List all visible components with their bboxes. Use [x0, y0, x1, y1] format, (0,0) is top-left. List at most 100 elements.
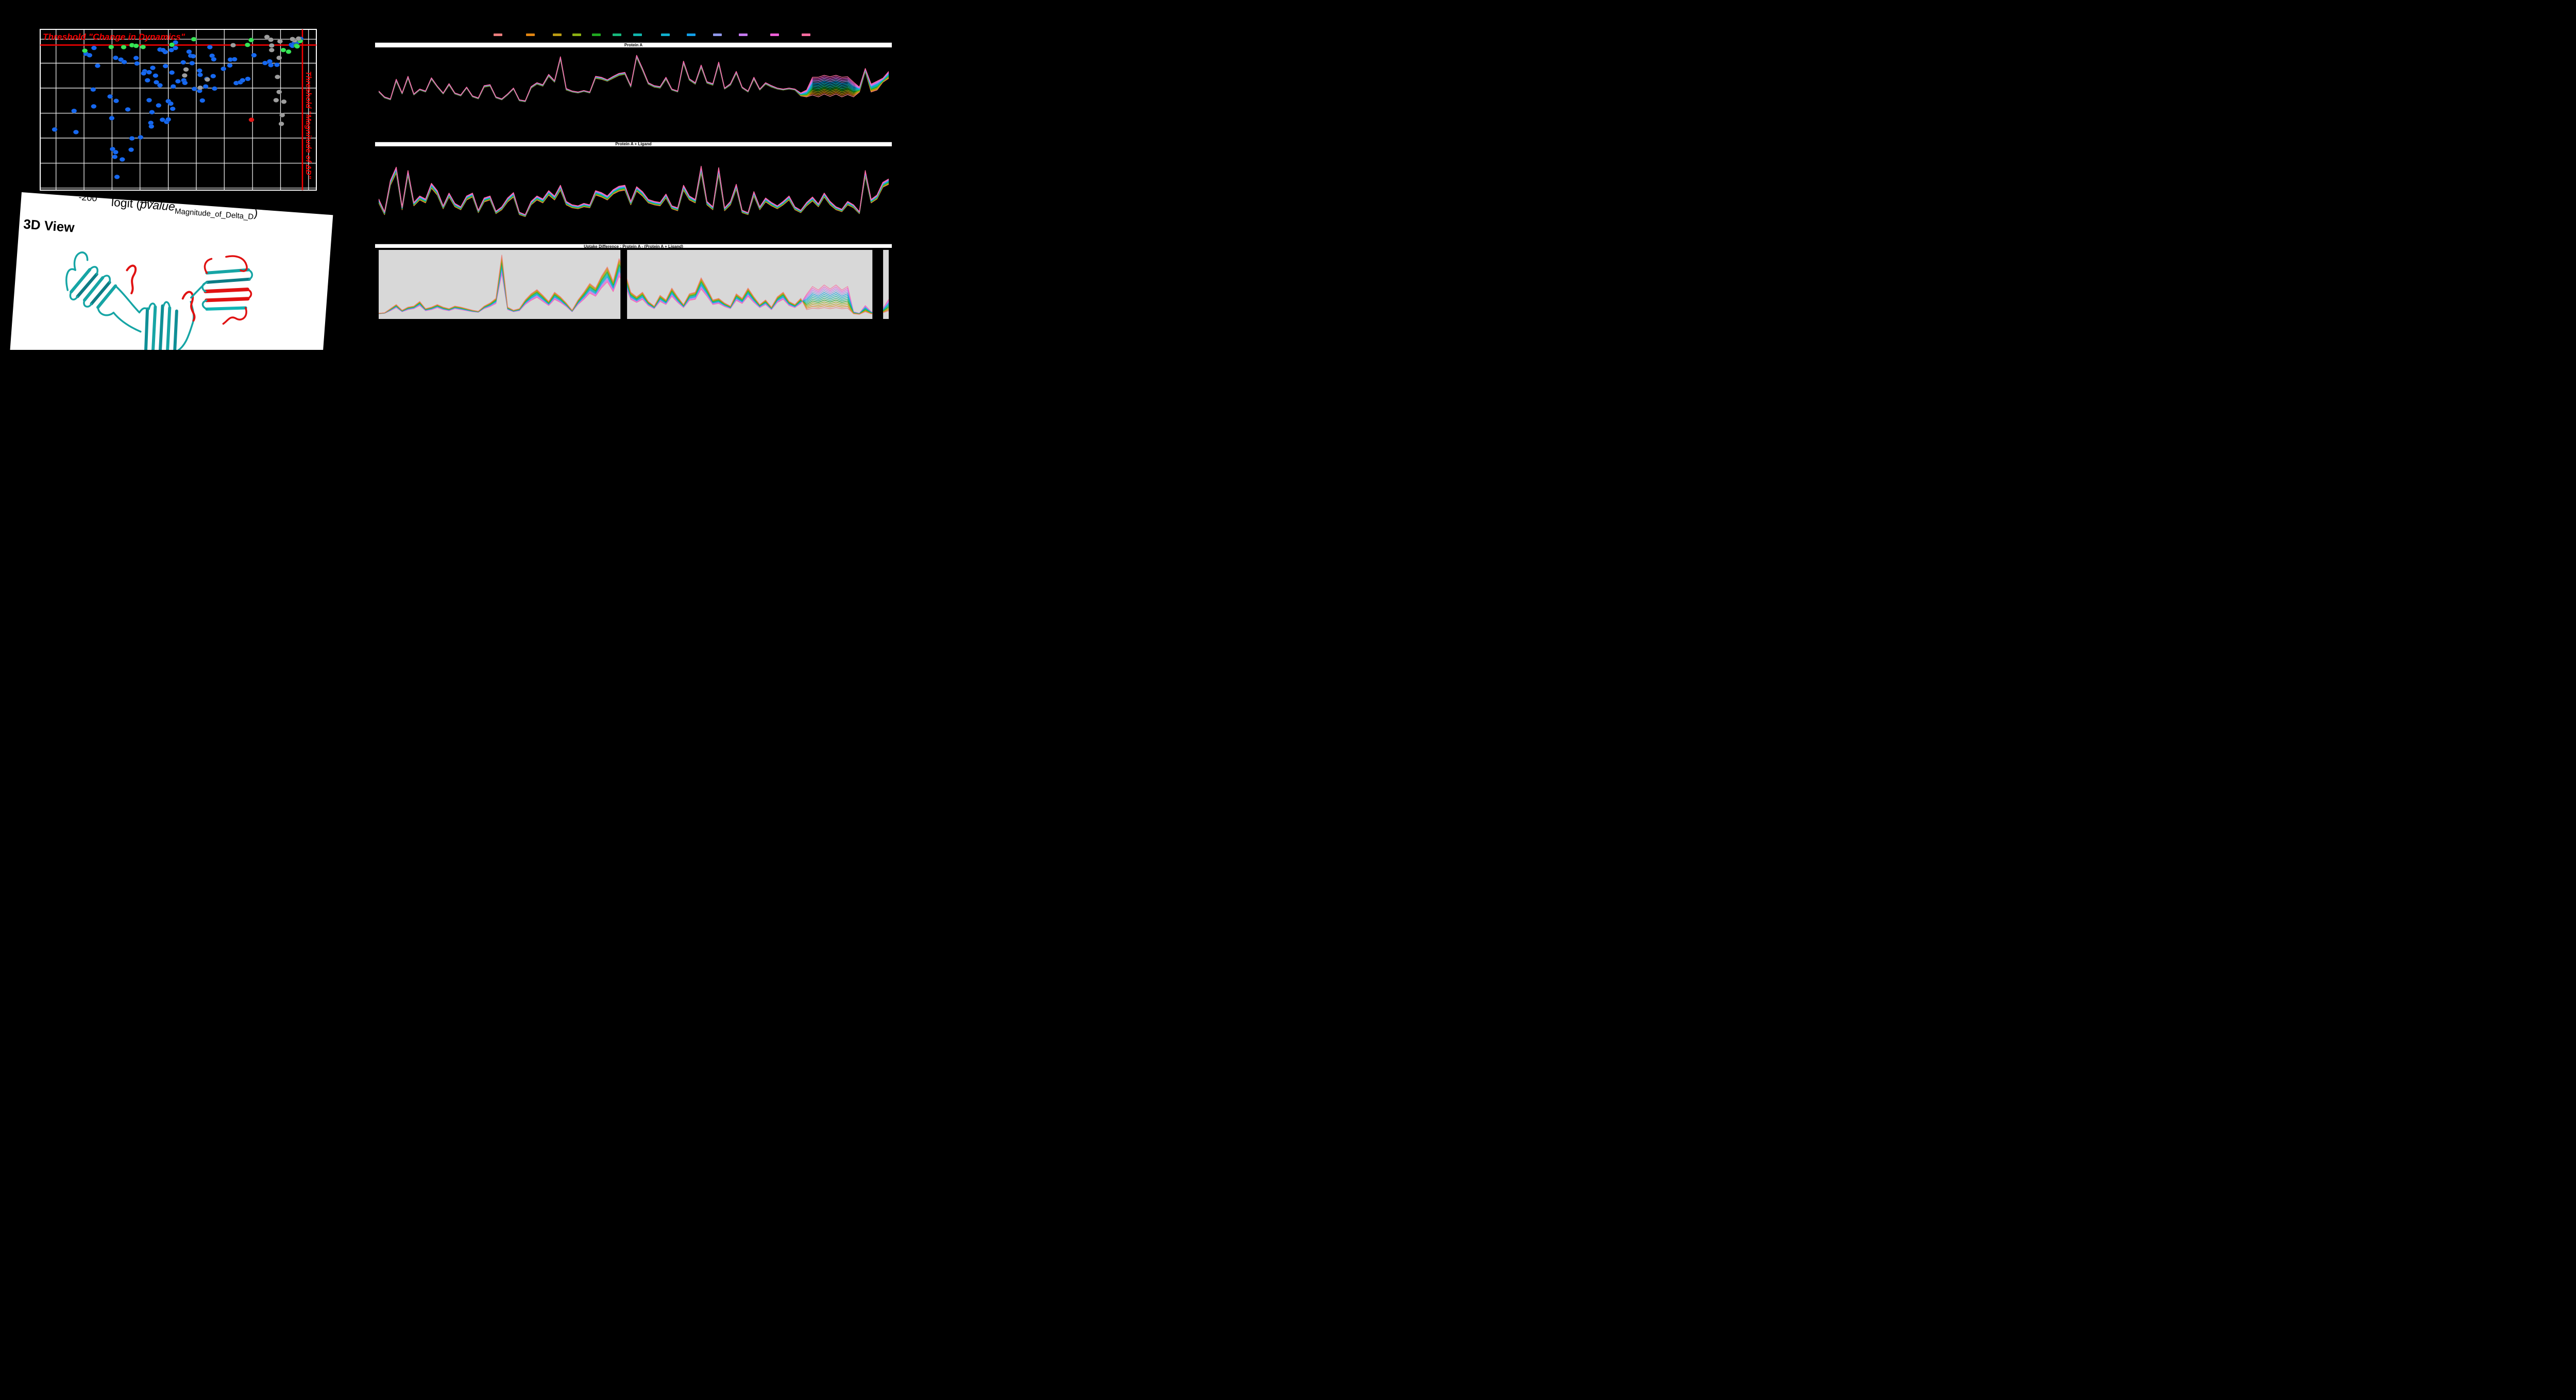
volcano-dot[interactable]	[162, 63, 168, 69]
volcano-dot[interactable]	[160, 47, 166, 53]
volcano-dot[interactable]	[152, 73, 159, 78]
legend-swatch-4[interactable]	[572, 33, 581, 36]
volcano-dot[interactable]	[169, 70, 175, 75]
volcano-dot[interactable]	[133, 55, 139, 61]
legend-swatch-9[interactable]	[686, 33, 696, 36]
volcano-dot[interactable]	[191, 86, 197, 92]
uptake-series-line[interactable]	[379, 255, 889, 315]
volcano-dot[interactable]	[211, 86, 218, 91]
volcano-dot[interactable]	[264, 35, 270, 40]
volcano-dot[interactable]	[129, 136, 135, 141]
volcano-dot[interactable]	[153, 80, 160, 85]
volcano-dot[interactable]	[210, 74, 216, 79]
uptake-series-line[interactable]	[379, 170, 889, 216]
volcano-dot[interactable]	[191, 37, 197, 42]
volcano-dot[interactable]	[82, 48, 88, 53]
volcano-dot[interactable]	[294, 44, 300, 49]
volcano-dot[interactable]	[91, 45, 97, 50]
legend-swatch-10[interactable]	[713, 33, 722, 36]
volcano-dot[interactable]	[121, 59, 127, 64]
volcano-dot[interactable]	[274, 62, 280, 68]
volcano-dot[interactable]	[167, 101, 174, 106]
volcano-plot[interactable]: Threshold "Change in Dynamics" Threshold…	[40, 29, 317, 191]
volcano-dot[interactable]	[112, 55, 119, 60]
volcano-dot[interactable]	[149, 110, 155, 115]
volcano-dot[interactable]	[276, 89, 282, 95]
volcano-dot[interactable]	[109, 146, 116, 151]
volcano-dot[interactable]	[278, 121, 284, 126]
uptake-series-line[interactable]	[379, 166, 889, 215]
volcano-dot[interactable]	[230, 43, 236, 48]
volcano-dot[interactable]	[138, 134, 144, 140]
volcano-dot[interactable]	[170, 84, 176, 89]
volcano-dot[interactable]	[211, 57, 217, 62]
volcano-dot[interactable]	[159, 117, 165, 123]
volcano-dot[interactable]	[245, 76, 251, 81]
volcano-dot[interactable]	[207, 44, 213, 50]
uptake-difference-chart[interactable]	[379, 250, 889, 319]
volcano-dot[interactable]	[199, 98, 206, 103]
volcano-dot[interactable]	[275, 74, 281, 79]
volcano-dot[interactable]	[295, 36, 302, 41]
legend-swatch-7[interactable]	[633, 33, 642, 36]
volcano-dot[interactable]	[180, 60, 187, 65]
volcano-dot[interactable]	[119, 157, 125, 162]
volcano-dot[interactable]	[285, 49, 292, 54]
volcano-dot[interactable]	[108, 44, 114, 49]
volcano-dot[interactable]	[91, 104, 97, 109]
volcano-dot[interactable]	[94, 63, 101, 69]
volcano-dot[interactable]	[183, 67, 189, 72]
volcano-dot[interactable]	[146, 97, 152, 103]
volcano-dot[interactable]	[268, 43, 275, 48]
volcano-dot[interactable]	[112, 149, 119, 155]
volcano-dot[interactable]	[156, 103, 162, 108]
volcano-dot[interactable]	[221, 66, 227, 72]
volcano-dot[interactable]	[231, 57, 238, 62]
volcano-dot[interactable]	[182, 80, 188, 86]
volcano-dot[interactable]	[268, 62, 274, 68]
volcano-dot[interactable]	[121, 44, 127, 50]
volcano-dot[interactable]	[113, 98, 120, 104]
legend-swatch-5[interactable]	[591, 33, 601, 36]
volcano-dot[interactable]	[170, 106, 176, 111]
legend-swatch-1[interactable]	[493, 33, 502, 36]
uptake-series-line[interactable]	[379, 167, 889, 216]
volcano-dot[interactable]	[244, 42, 251, 47]
volcano-dot[interactable]	[141, 71, 147, 76]
volcano-dot[interactable]	[109, 115, 115, 121]
volcano-dot[interactable]	[197, 72, 204, 77]
volcano-dot[interactable]	[134, 61, 140, 66]
volcano-dot[interactable]	[196, 68, 203, 73]
volcano-dot[interactable]	[133, 43, 139, 48]
volcano-dot[interactable]	[114, 174, 120, 179]
volcano-dot[interactable]	[175, 79, 181, 84]
volcano-dot[interactable]	[190, 54, 196, 59]
volcano-dot[interactable]	[146, 70, 152, 75]
legend-swatch-11[interactable]	[738, 33, 748, 36]
volcano-dot[interactable]	[157, 82, 163, 88]
uptake-chart-protein-a-ligand[interactable]	[379, 161, 889, 223]
volcano-dot[interactable]	[186, 49, 192, 54]
uptake-series-line[interactable]	[379, 168, 889, 216]
legend-swatch-3[interactable]	[553, 33, 562, 36]
volcano-dot[interactable]	[189, 60, 195, 66]
volcano-dot[interactable]	[202, 84, 209, 89]
volcano-dot[interactable]	[71, 108, 77, 113]
volcano-dot[interactable]	[87, 53, 93, 58]
volcano-dot[interactable]	[268, 37, 274, 42]
protein-ribbon-graphic[interactable]	[44, 240, 258, 350]
volcano-dot[interactable]	[168, 47, 175, 53]
volcano-dot[interactable]	[277, 39, 283, 44]
volcano-dot[interactable]	[140, 44, 146, 49]
volcano-dot[interactable]	[125, 107, 131, 112]
volcano-dot[interactable]	[240, 78, 246, 83]
uptake-series-line[interactable]	[379, 55, 889, 102]
volcano-dot[interactable]	[107, 94, 113, 99]
volcano-dot[interactable]	[128, 147, 134, 153]
uptake-series-line[interactable]	[379, 165, 889, 215]
volcano-dot[interactable]	[276, 55, 282, 60]
3d-view-card[interactable]: -200 -100 logit (pvalueMagnitude_of_Delt…	[6, 192, 333, 350]
volcano-dot[interactable]	[290, 37, 296, 42]
volcano-dot[interactable]	[144, 78, 150, 83]
volcano-dot[interactable]	[268, 47, 275, 53]
